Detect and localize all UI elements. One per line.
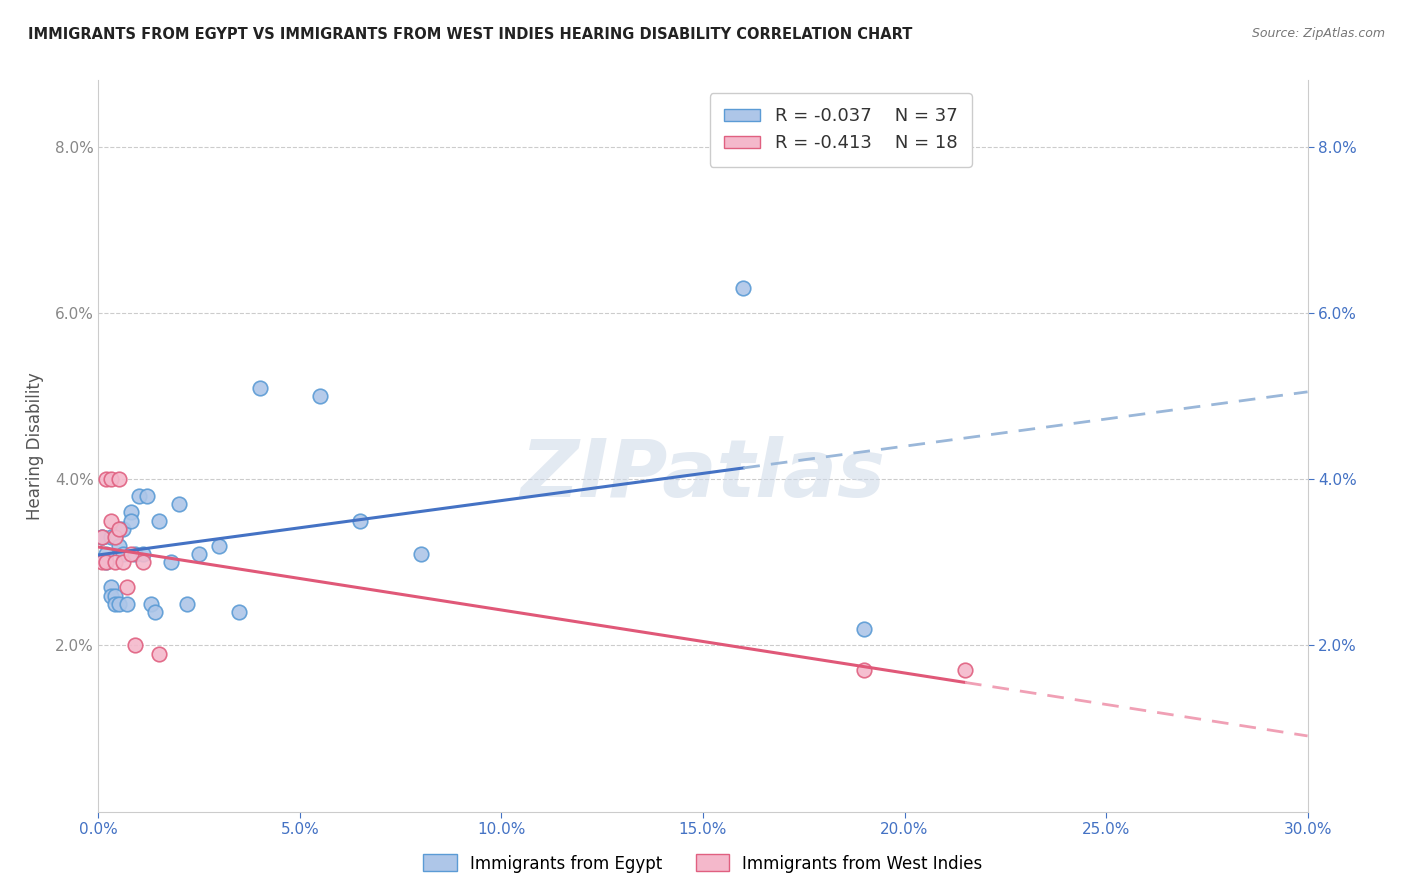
Text: Source: ZipAtlas.com: Source: ZipAtlas.com [1251, 27, 1385, 40]
Point [107, 539, 129, 553]
Point [853, 664, 876, 678]
Point [96, 472, 118, 486]
Point [111, 555, 134, 569]
Legend: R = -0.037    N = 37, R = -0.413    N = 18: R = -0.037 N = 37, R = -0.413 N = 18 [710, 93, 972, 167]
Point [120, 547, 142, 561]
Point [309, 389, 332, 403]
Point [228, 605, 250, 619]
Point [96, 555, 118, 569]
Point [128, 489, 150, 503]
Point [91, 530, 114, 544]
Text: ZIPatlas: ZIPatlas [520, 436, 886, 515]
Point [111, 547, 134, 561]
Point [188, 547, 211, 561]
Point [103, 530, 125, 544]
Point [176, 597, 198, 611]
Point [733, 281, 755, 295]
Point [148, 647, 170, 661]
Point [148, 514, 170, 528]
Point [96, 555, 118, 569]
Point [100, 589, 122, 603]
Point [160, 555, 183, 569]
Point [103, 589, 125, 603]
Point [107, 472, 129, 486]
Point [91, 530, 114, 544]
Point [853, 622, 876, 636]
Point [115, 580, 138, 594]
Point [120, 514, 142, 528]
Point [103, 555, 125, 569]
Point [132, 547, 155, 561]
Point [115, 597, 138, 611]
Y-axis label: Hearing Disability: Hearing Disability [25, 372, 44, 520]
Point [91, 530, 114, 544]
Point [103, 530, 125, 544]
Text: IMMIGRANTS FROM EGYPT VS IMMIGRANTS FROM WEST INDIES HEARING DISABILITY CORRELAT: IMMIGRANTS FROM EGYPT VS IMMIGRANTS FROM… [28, 27, 912, 42]
Point [208, 539, 231, 553]
Point [143, 605, 166, 619]
Point [124, 547, 146, 561]
Point [100, 530, 122, 544]
Point [167, 497, 190, 511]
Point [91, 555, 114, 569]
Point [124, 639, 146, 653]
Point [139, 597, 162, 611]
Point [132, 555, 155, 569]
Point [409, 547, 432, 561]
Point [107, 522, 129, 536]
Point [96, 547, 118, 561]
Point [100, 472, 122, 486]
Point [120, 506, 142, 520]
Point [107, 522, 129, 536]
Point [111, 522, 134, 536]
Point [135, 489, 157, 503]
Point [100, 514, 122, 528]
Point [100, 580, 122, 594]
Point [103, 597, 125, 611]
Point [953, 664, 976, 678]
Legend: Immigrants from Egypt, Immigrants from West Indies: Immigrants from Egypt, Immigrants from W… [416, 847, 990, 880]
Point [249, 381, 271, 395]
Point [349, 514, 371, 528]
Point [107, 597, 129, 611]
